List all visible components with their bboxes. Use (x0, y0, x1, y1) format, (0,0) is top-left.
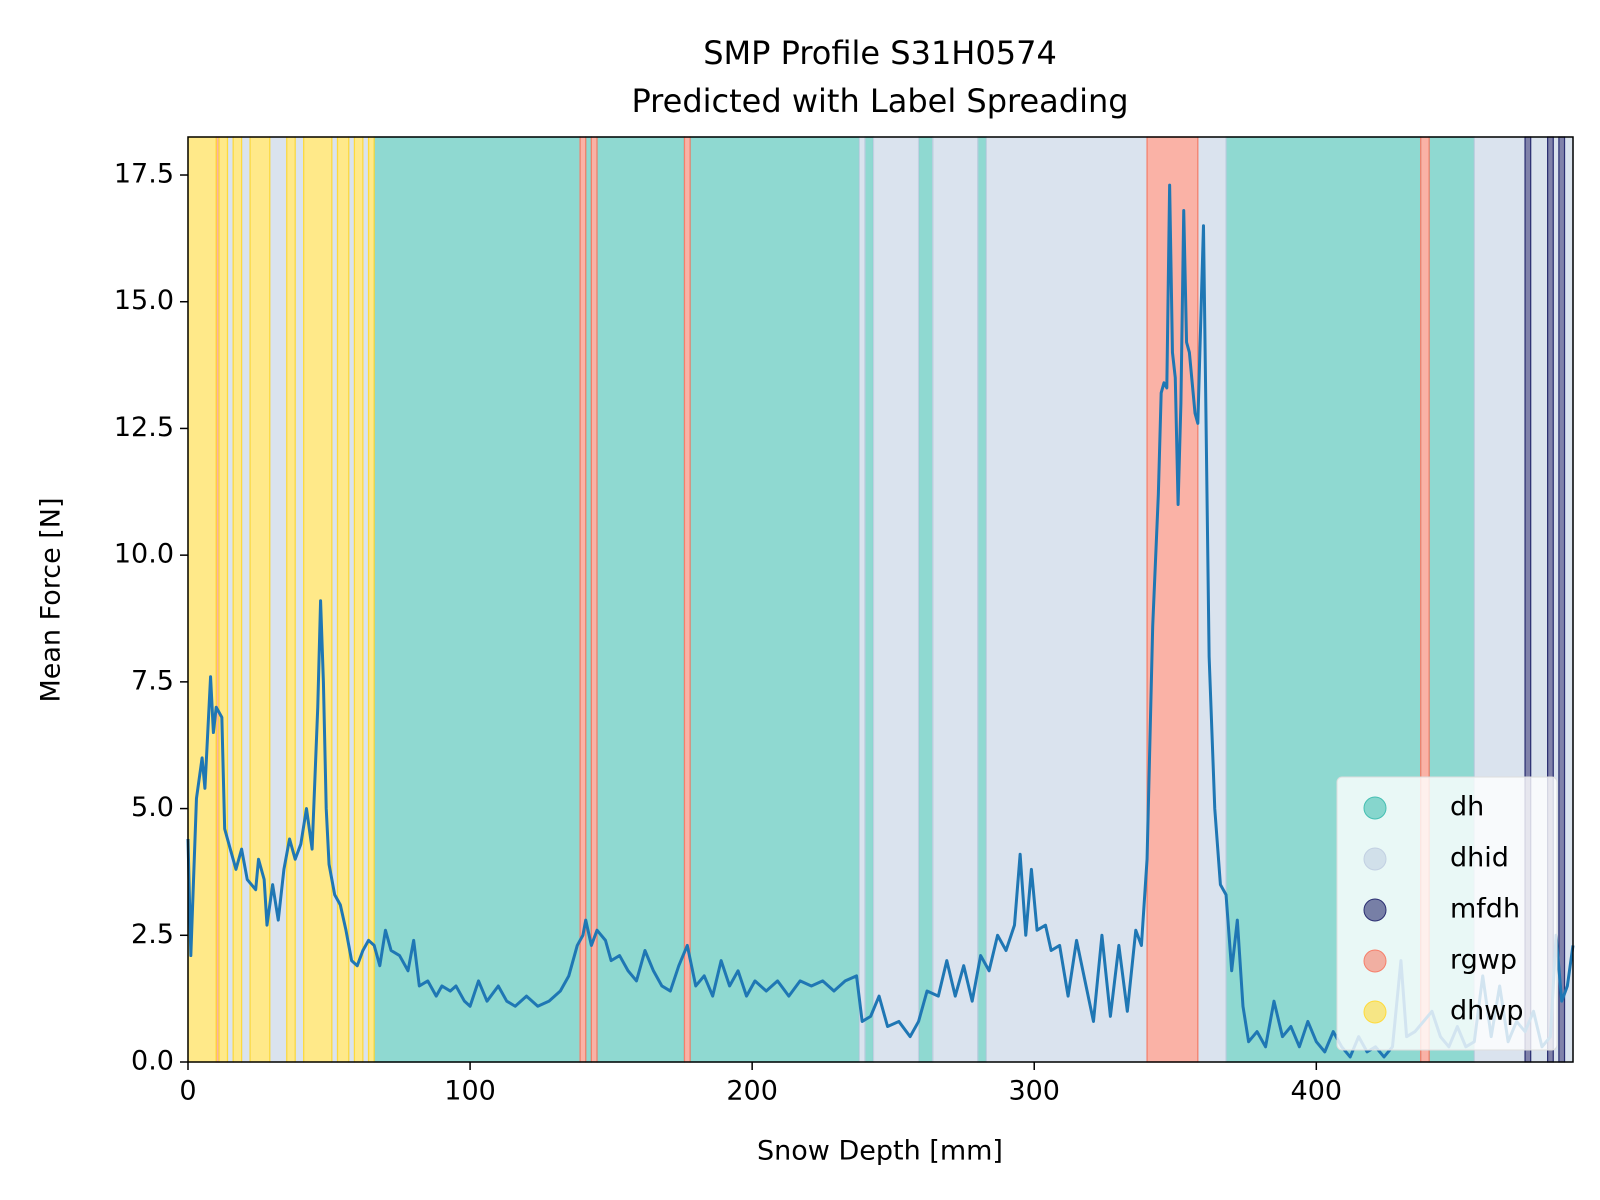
class-span (917, 136, 934, 1063)
class-span (683, 136, 691, 1063)
class-span (932, 136, 979, 1063)
y-tick-label: 15.0 (114, 285, 174, 316)
class-span (269, 136, 288, 1063)
legend-label: dh (1450, 792, 1484, 823)
class-span (977, 136, 987, 1063)
legend-label: dhid (1450, 843, 1509, 874)
class-span (1563, 136, 1574, 1063)
class-span (590, 136, 598, 1063)
class-span (858, 136, 866, 1063)
plot-frame (187, 136, 1574, 1063)
y-tick-label: 12.5 (114, 412, 174, 443)
legend-marker (1363, 949, 1387, 973)
class-span (689, 136, 860, 1063)
y-tick-label: 17.5 (114, 159, 174, 190)
y-tick-label: 2.5 (131, 919, 174, 950)
legend-label: rgwp (1450, 945, 1517, 976)
class-span (226, 136, 234, 1063)
legend: dh dhid mfdh rgwp dhwp (1336, 776, 1558, 1051)
class-span (294, 136, 305, 1063)
chart-subtitle: Predicted with Label Spreading (631, 82, 1128, 120)
x-tick-label: 300 (1008, 1076, 1060, 1107)
class-span (232, 136, 243, 1063)
x-tick-label: 100 (444, 1076, 496, 1107)
legend-marker (1363, 1000, 1387, 1024)
x-tick-label: 200 (726, 1076, 778, 1107)
class-span (985, 136, 1148, 1063)
chart-title: SMP Profile S31H0574 (703, 34, 1057, 72)
legend-marker (1363, 796, 1387, 820)
class-span (1558, 136, 1566, 1063)
class-span (240, 136, 251, 1063)
legend-label: dhwp (1450, 996, 1523, 1027)
x-axis-label: Snow Depth [mm] (757, 1136, 1003, 1167)
class-span (373, 136, 581, 1063)
class-span (303, 136, 333, 1063)
class-span (596, 136, 686, 1063)
legend-marker (1363, 898, 1387, 922)
class-span (218, 136, 229, 1063)
x-tick-label: 400 (1291, 1076, 1343, 1107)
data-line (186, 183, 1575, 1059)
class-span (286, 136, 296, 1063)
class-span (362, 136, 370, 1063)
class-span (367, 136, 375, 1063)
class-span (872, 136, 920, 1063)
legend-box (1336, 776, 1558, 1051)
x-tick-label: 0 (179, 1076, 196, 1107)
class-span (331, 136, 339, 1063)
y-tick-label: 7.5 (131, 665, 174, 696)
class-span (864, 136, 875, 1063)
legend-marker (1363, 847, 1387, 871)
y-tick-label: 10.0 (114, 539, 174, 570)
class-span (353, 136, 364, 1063)
legend-label: mfdh (1450, 894, 1520, 925)
y-tick-label: 5.0 (131, 792, 174, 823)
y-axis-label: Mean Force [N] (36, 497, 67, 702)
y-tick-label: 0.0 (131, 1046, 174, 1077)
class-span (348, 136, 356, 1063)
